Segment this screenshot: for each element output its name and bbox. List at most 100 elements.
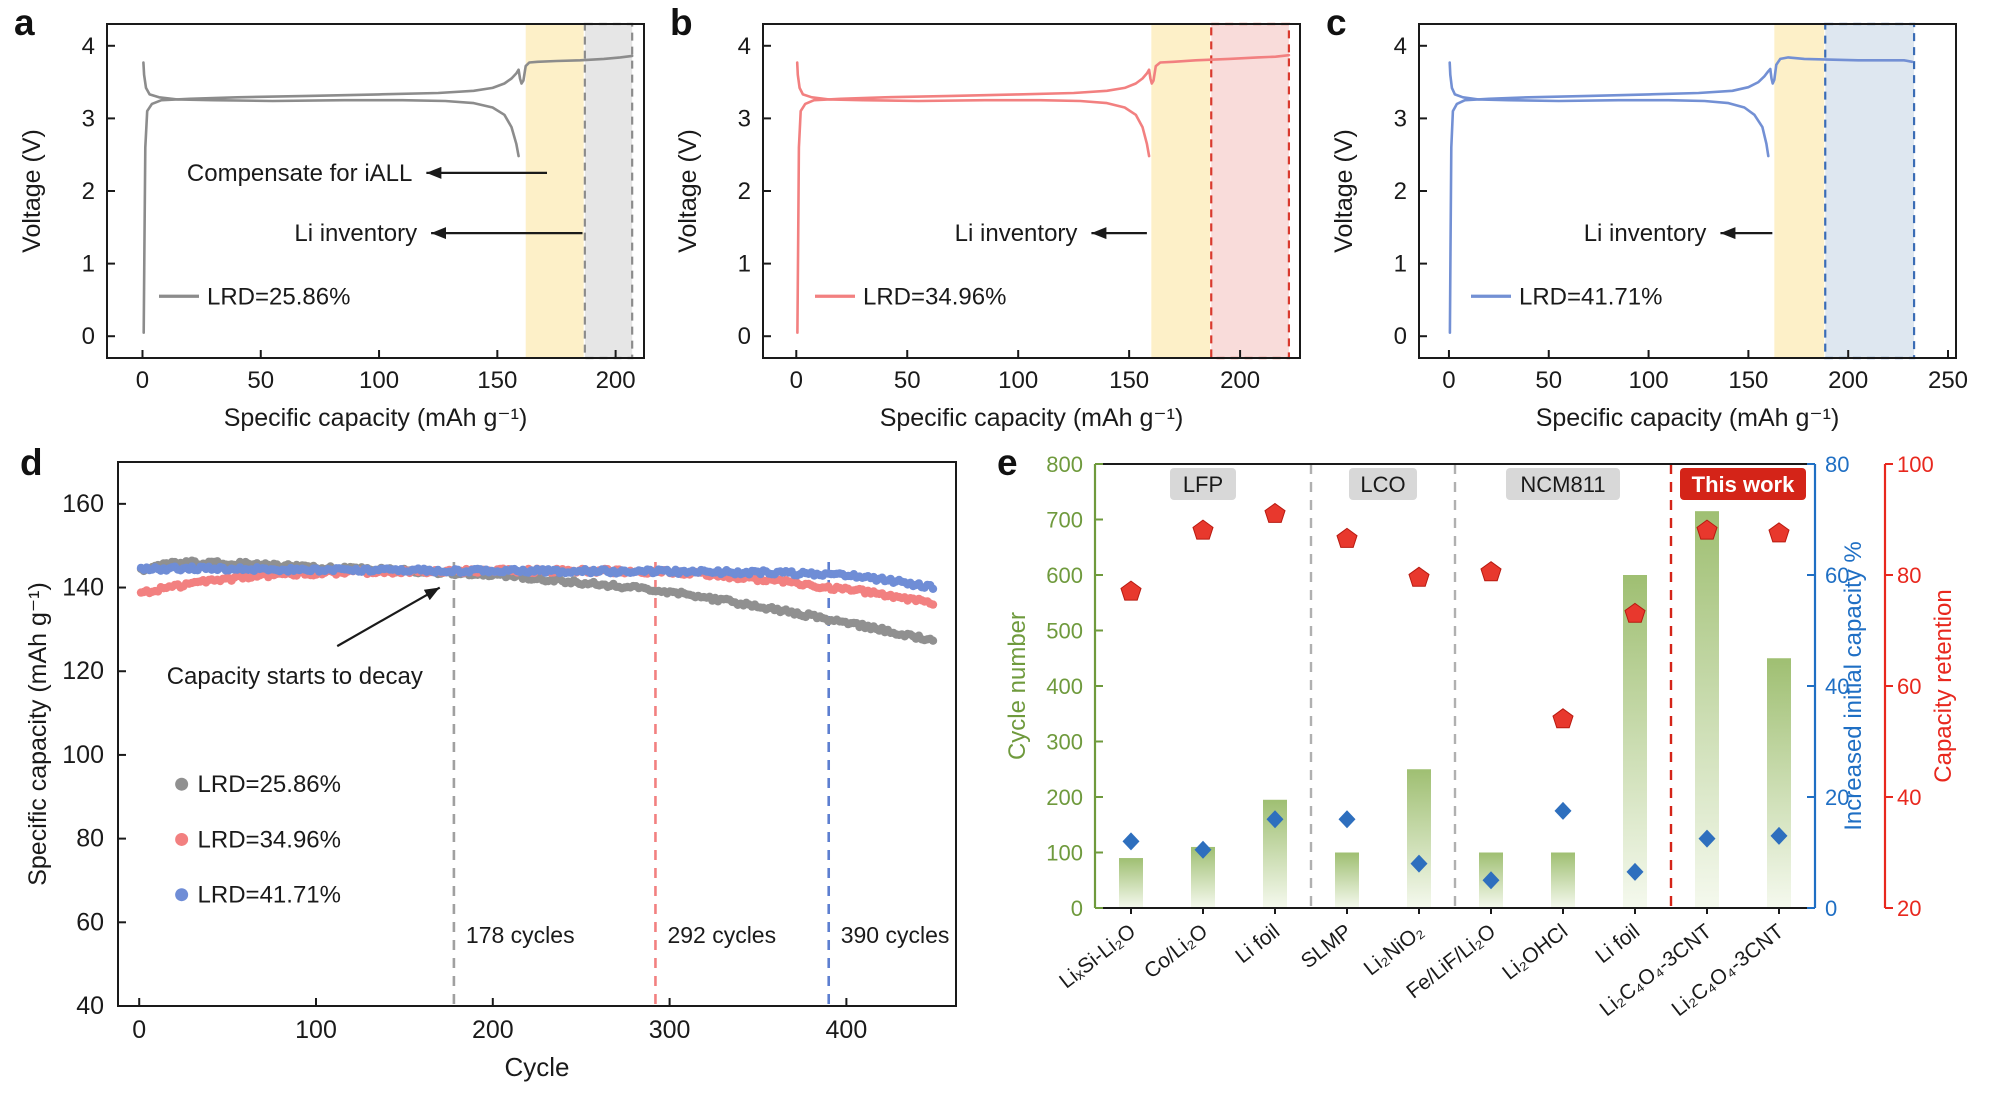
group-label-box [1170,468,1236,500]
left-tick-label: 500 [1046,619,1083,644]
diamond-marker [1482,871,1500,890]
y-tick-label: 160 [62,490,104,518]
x-tick-label: 50 [247,367,274,394]
red-tick-label: 100 [1897,452,1934,477]
red-tick-label: 20 [1897,896,1921,921]
y-tick-label: 1 [738,251,751,278]
group-label-box [1349,468,1417,500]
x-tick-label: 0 [790,367,803,394]
group-label: LFP [1183,472,1223,497]
y-tick-label: 60 [76,908,104,936]
decay-cycle-label: 292 cycles [667,922,776,948]
pentagon-marker [1552,708,1574,729]
panel-label-b: b [670,2,693,43]
bar [1695,511,1719,908]
pentagon-marker [1264,502,1286,523]
chart-d: 0 100 200 300 400 40 60 80 100 120 140 160 Cycle Spec… [24,461,957,1082]
pentagon-marker [1480,561,1502,582]
group-label-box [1506,468,1620,500]
panel-label-a: a [14,2,35,43]
diamond-marker [1122,832,1140,851]
highlight-band-dashed [1210,22,1291,360]
blue-tick-label: 80 [1825,452,1849,477]
highlight-band-yellow [1151,24,1211,358]
blue-tick-label: 40 [1825,674,1849,699]
y-axis-label: Voltage (V) [674,129,702,253]
panel-label-c: c [1326,2,1347,43]
y-tick-label: 80 [76,825,104,853]
chart-a: 0 50 100 150 200 0 1 2 3 4 Specific capacity (mAh … [18,22,645,432]
left-axis-label: Cycle number [1004,612,1031,760]
y-axis-label: Voltage (V) [18,129,46,253]
panel-label-e: e [997,442,1018,483]
diamond-marker [1626,862,1644,881]
pentagon-marker [1768,522,1790,543]
pentagon-marker [1624,602,1646,623]
chart-e: LFP LCO NCM811 This work0100200300400500600… [1004,452,1957,1021]
increased-capacity-diamonds [1122,801,1788,890]
left-tick-label: 300 [1046,730,1083,755]
y-tick-label: 120 [62,657,104,685]
legend-label: LRD=34.96% [198,826,341,853]
blue-tick-label: 0 [1825,896,1837,921]
x-tick-label: 100 [359,367,399,394]
y-tick-label: 40 [76,992,104,1020]
pentagon-marker [1336,527,1358,548]
annotation-text: Li inventory [294,220,417,247]
y-tick-label: 2 [82,178,95,205]
discharge-curve [795,61,1151,158]
red-tick-label: 60 [1897,674,1921,699]
left-tick-label: 200 [1046,785,1083,810]
charge-curve [1448,56,1914,334]
legend-label: LRD=25.86% [207,283,350,310]
diamond-marker [1266,810,1284,829]
x-tick-label: 250 [1928,367,1968,394]
diamond-marker [1194,840,1212,859]
chart-c: 0 50 100 150 200 250 0 1 2 3 4 Specific capacity (m… [1330,22,1968,432]
y-tick-label: 140 [62,574,104,602]
discharge-curve [1448,61,1770,158]
x-tick-label: 100 [998,367,1038,394]
capacity-retention-pentagons [1120,502,1790,729]
charge-curve [142,54,634,334]
x-tick-label: 150 [1109,367,1149,394]
y-tick-label: 4 [738,33,751,60]
category-label: Li foil [1231,920,1284,968]
y-axis-label: Voltage (V) [1330,129,1358,253]
x-axis-label: Specific capacity (mAh g⁻¹) [1536,404,1840,432]
x-tick-label: 100 [295,1016,337,1044]
left-tick-label: 400 [1046,674,1083,699]
red-axis-label: Capacity retention [1930,589,1957,782]
red-tick-label: 40 [1897,785,1921,810]
x-tick-label: 100 [1629,367,1669,394]
x-tick-label: 300 [649,1016,691,1044]
highlight-band-yellow [525,24,584,358]
legend-label: LRD=34.96% [863,283,1006,310]
blue-tick-label: 20 [1825,785,1849,810]
group-label: This work [1692,472,1795,497]
annotation-text: Li inventory [955,220,1078,247]
diamond-marker [1698,829,1716,848]
y-tick-label: 2 [738,178,751,205]
left-tick-label: 700 [1046,508,1083,533]
legend-dot [175,777,189,791]
blue-tick-label: 60 [1825,563,1849,588]
bar [1623,575,1647,908]
pentagon-marker [1120,580,1142,601]
left-tick-label: 600 [1046,563,1083,588]
legend-dot [175,832,189,846]
x-tick-label: 200 [596,367,636,394]
y-tick-label: 4 [1394,33,1407,60]
y-tick-label: 3 [1394,105,1407,132]
cycle-number-bars [1119,511,1791,908]
pentagon-marker [1408,566,1430,587]
y-tick-label: 0 [82,323,95,350]
y-tick-label: 3 [82,105,95,132]
x-axis-label: Cycle [504,1052,569,1082]
legend-label: LRD=25.86% [198,771,341,798]
bar [1119,858,1143,908]
category-label: Li foil [1591,920,1644,968]
y-axis-label: Specific capacity (mAh g⁻¹) [24,582,52,886]
decay-cycle-label: 390 cycles [841,922,950,948]
